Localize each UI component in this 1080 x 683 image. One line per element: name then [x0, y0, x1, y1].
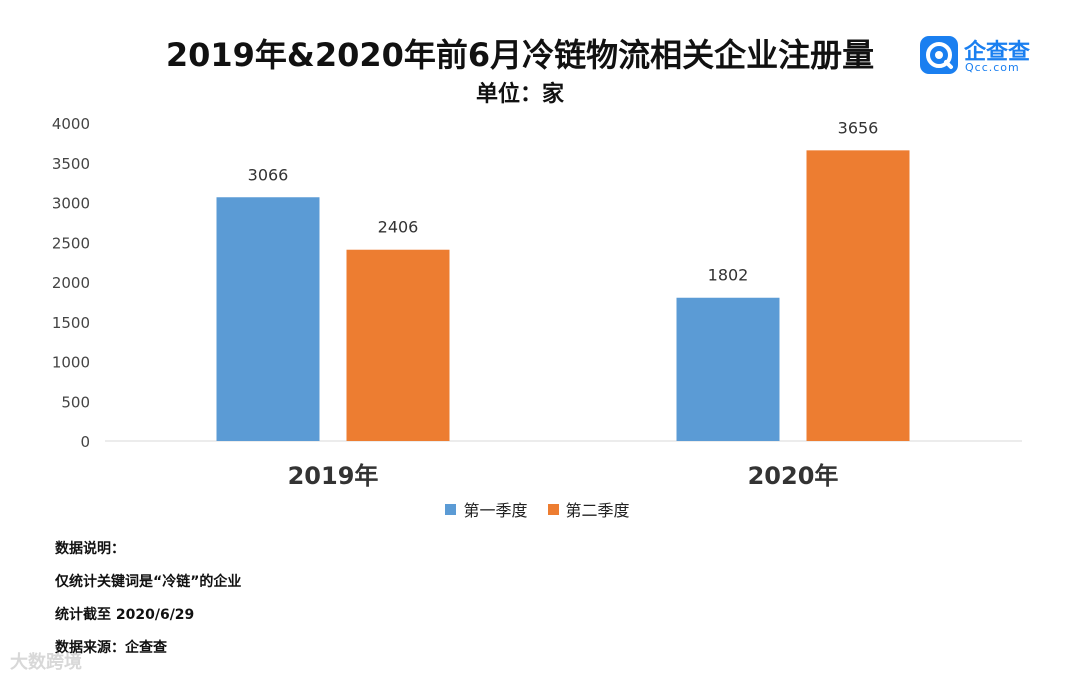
brand-domain: Qcc.com: [965, 61, 1020, 74]
bar-1-2: [676, 297, 780, 441]
y-tick-label: 0: [80, 433, 90, 451]
y-tick-label: 3000: [52, 195, 90, 213]
legend-swatch: [445, 503, 457, 515]
legend-swatch: [547, 503, 559, 515]
y-tick-label: 1500: [52, 314, 90, 332]
legend-label: 第二季度: [565, 501, 630, 520]
y-tick-label: 2500: [52, 234, 90, 252]
chart-subtitle: 单位：家: [475, 82, 564, 107]
x-axis: 2019年 2020年: [288, 462, 839, 490]
legend: 第一季度 第二季度: [0, 497, 1075, 521]
notes-line: 仅统计关键词是“冷链”的企业: [55, 574, 242, 590]
notes-heading: 数据说明：: [55, 541, 125, 557]
y-tick-label: 500: [61, 393, 90, 411]
y-tick-label: 2000: [52, 274, 90, 292]
bar-1-1: [216, 197, 320, 441]
qcc-logo-icon: [920, 36, 958, 74]
data-label: 3656: [838, 118, 879, 137]
bars: [216, 150, 910, 441]
data-label: 2406: [378, 218, 419, 237]
data-label: 1802: [708, 266, 749, 285]
legend-item-series-2: 第二季度: [547, 497, 630, 521]
legend-item-series-1: 第一季度: [445, 497, 528, 521]
notes-line: 数据来源：企查查: [55, 640, 167, 656]
brand-logo: 企查查 Qcc.com: [920, 34, 1040, 78]
x-tick-label: 2020年: [748, 462, 839, 490]
notes-line: 统计截至 2020/6/29: [55, 607, 195, 623]
x-tick-label: 2019年: [288, 462, 379, 490]
chart-title: 2019年&2020年前6月冷链物流相关企业注册量: [165, 36, 875, 74]
data-label: 3066: [248, 165, 289, 184]
y-tick-label: 3500: [52, 155, 90, 173]
bar-2-1: [346, 249, 450, 441]
y-tick-label: 4000: [52, 115, 90, 133]
legend-label: 第一季度: [463, 501, 528, 520]
data-notes: 数据说明： 仅统计关键词是“冷链”的企业 统计截至 2020/6/29 数据来源…: [55, 538, 241, 670]
data-labels: 3066 2406 1802 3656: [248, 118, 879, 284]
bar-2-2: [806, 150, 910, 441]
y-axis: 0 500 1000 1500 2000 2500 3000 3500 4000: [52, 115, 90, 451]
brand-name: 企查查: [964, 40, 1031, 65]
watermark: 大数跨境: [10, 652, 82, 673]
y-tick-label: 1000: [52, 354, 90, 372]
